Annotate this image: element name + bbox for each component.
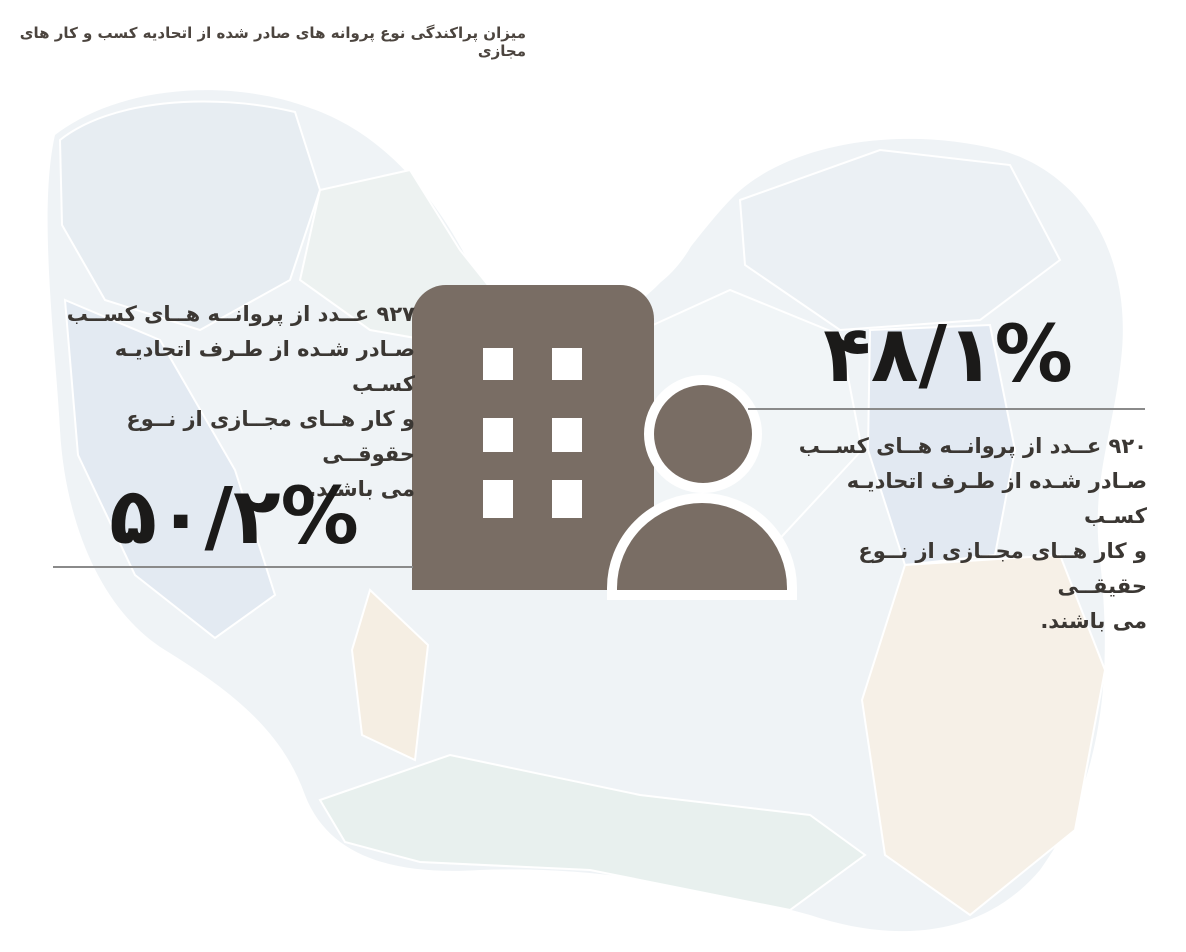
map-province	[866, 323, 1017, 567]
person-head	[644, 375, 762, 493]
legal-stat-percent: ۵۰/۲%	[109, 472, 359, 562]
natural-stat-underline	[748, 408, 1145, 410]
building-with-person-icon	[412, 285, 797, 600]
legal-stat-description: ۹۲۷ عــدد از پروانــه هــای کســب صـادر …	[66, 302, 415, 501]
natural-stat-percent: ۴۸/۱%	[823, 310, 1073, 400]
page-title: میزان پراکندگی نوع پروانه های صادر شده ا…	[19, 24, 526, 60]
map-province	[58, 100, 322, 332]
natural-stat-description: ۹۲۰ عــدد از پروانــه هــای کســب صـادر …	[798, 434, 1147, 633]
map-province	[350, 588, 430, 762]
building-icon	[412, 285, 654, 590]
map-province	[63, 298, 277, 640]
person-body	[607, 493, 797, 600]
map-province	[738, 148, 1062, 332]
caspian-sea-cutout	[430, 82, 750, 302]
map-province	[318, 753, 867, 912]
map-province	[860, 553, 1107, 917]
legal-stat-underline	[53, 566, 413, 568]
building-windows	[483, 348, 582, 518]
